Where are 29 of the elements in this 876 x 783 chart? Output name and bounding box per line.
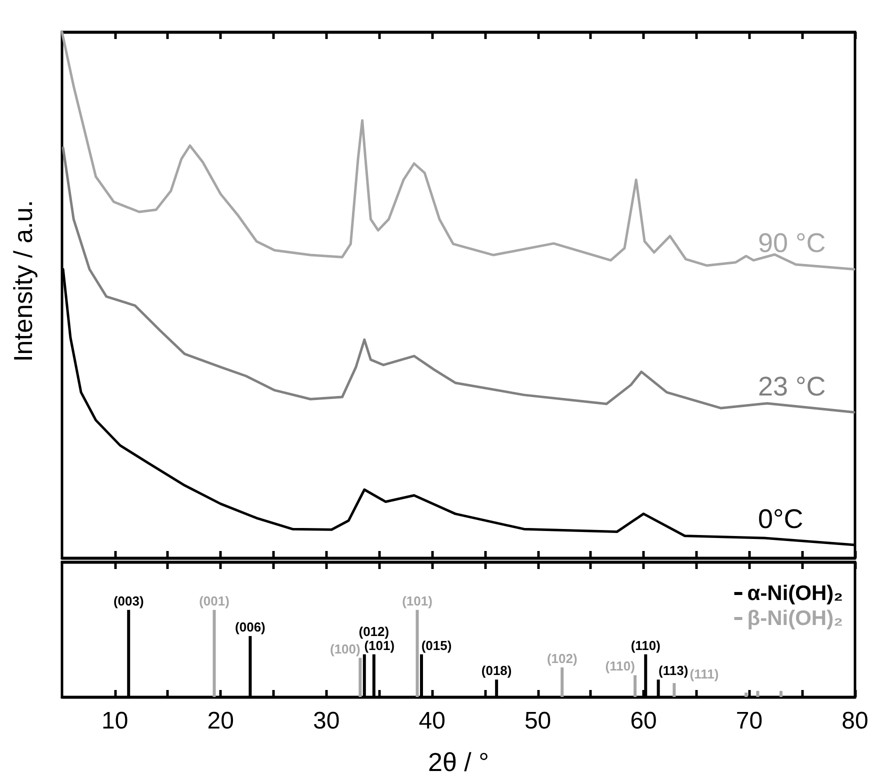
legend-label: α-Ni(OH)₂ [747,582,844,605]
y-axis-title: Intensity / a.u. [8,200,38,362]
x-axis-title: 2θ / ° [428,747,489,777]
annotation: (018) [481,663,512,678]
annotation: (110) [605,658,635,674]
legend-label: β-Ni(OH)₂ [747,607,843,630]
annotation: (113) [658,663,688,678]
annotation: (003) [113,593,144,608]
x-tick-label: 40 [418,708,446,734]
annotation: (100) [330,641,360,656]
series-label: 90 °C [758,228,826,258]
x-tick-label: 30 [312,708,340,734]
annotation: (001) [199,593,230,608]
x-tick-label: 80 [842,708,868,734]
series-label: 0°C [758,504,804,534]
series-label: 23 °C [758,371,826,402]
annotation: (110) [630,638,660,653]
annotation: (102) [546,650,578,666]
x-tick-label: 70 [736,708,763,734]
annotation: (111) [690,666,719,682]
annotation: (012) [358,624,390,639]
x-tick-label: 50 [524,708,552,734]
x-tick-label: 10 [102,708,128,734]
annotation: (015) [421,638,452,653]
annotation: (006) [235,620,266,635]
annotation: (101) [402,593,432,608]
annotation: (101) [364,638,395,653]
x-tick-label: 20 [207,708,234,734]
x-tick-label: 60 [630,708,657,734]
